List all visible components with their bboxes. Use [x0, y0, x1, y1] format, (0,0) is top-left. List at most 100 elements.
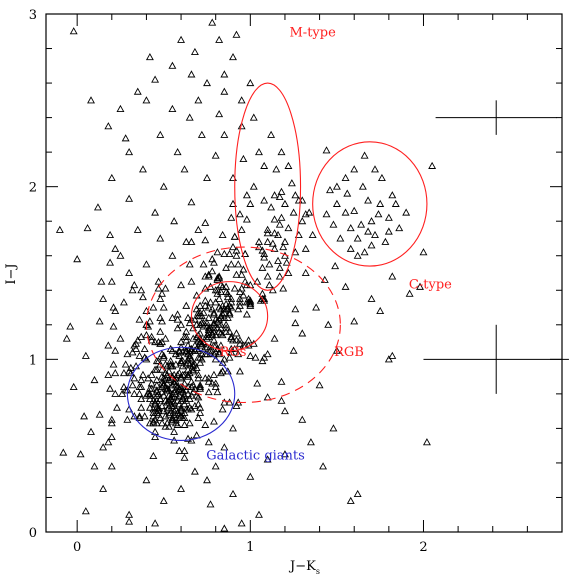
data-point	[223, 367, 232, 375]
data-point	[196, 358, 205, 366]
data-point	[267, 203, 276, 211]
data-point	[209, 258, 218, 266]
data-point	[227, 260, 236, 268]
data-point	[242, 191, 251, 199]
y-tick-label: 3	[29, 8, 37, 23]
data-point	[163, 386, 172, 394]
data-point	[218, 331, 227, 339]
data-point	[66, 322, 75, 330]
x-axis-label-subscript: s	[316, 567, 320, 576]
data-point	[109, 322, 118, 330]
data-point	[364, 227, 373, 235]
data-point	[177, 484, 186, 492]
data-point	[73, 255, 82, 263]
data-point	[260, 161, 269, 169]
data-point	[197, 355, 206, 363]
data-point	[222, 324, 231, 332]
data-point	[274, 256, 282, 264]
data-point	[208, 18, 217, 26]
data-point	[156, 327, 165, 335]
data-point	[220, 70, 229, 78]
data-point	[255, 242, 263, 251]
data-point	[159, 353, 168, 361]
data-point	[258, 263, 267, 271]
data-point	[204, 332, 213, 340]
data-point	[298, 217, 307, 225]
data-point	[159, 351, 168, 359]
data-point	[353, 251, 362, 259]
data-point	[173, 370, 182, 378]
data-point	[189, 362, 198, 370]
data-point	[199, 337, 208, 346]
data-point	[99, 294, 108, 302]
data-point	[229, 242, 237, 251]
data-point	[306, 438, 315, 446]
data-point	[197, 341, 206, 349]
data-point	[209, 370, 218, 378]
data-point	[104, 438, 113, 446]
data-point	[133, 87, 142, 95]
data-point	[209, 308, 218, 316]
data-point	[151, 519, 160, 527]
data-point	[215, 315, 224, 323]
data-point	[137, 375, 146, 384]
data-point	[209, 324, 218, 332]
data-point	[280, 199, 289, 207]
data-point	[416, 282, 424, 290]
data-point	[201, 420, 210, 428]
data-point	[270, 215, 279, 223]
data-point	[235, 339, 244, 347]
data-point	[184, 372, 192, 380]
data-point	[204, 438, 213, 446]
data-point	[265, 260, 274, 268]
data-point	[97, 277, 106, 285]
data-point	[204, 270, 213, 278]
data-point	[216, 369, 225, 377]
data-point	[166, 394, 175, 403]
data-point	[187, 377, 196, 385]
data-point	[256, 296, 265, 304]
data-point	[220, 443, 229, 451]
data-point	[104, 370, 113, 378]
data-point	[343, 189, 352, 197]
data-point	[209, 320, 218, 328]
annotation-rgs: RGs	[220, 345, 247, 360]
data-point	[170, 407, 179, 415]
data-point	[263, 225, 272, 233]
data-point	[346, 244, 355, 252]
data-point	[125, 510, 134, 518]
data-point	[159, 303, 168, 311]
data-point	[125, 194, 134, 202]
data-point	[182, 386, 191, 394]
data-point	[147, 336, 156, 344]
data-point	[263, 229, 272, 237]
data-point	[149, 417, 158, 425]
data-point	[177, 280, 186, 289]
data-point	[275, 192, 284, 201]
data-point	[255, 510, 263, 518]
data-point	[332, 199, 341, 207]
data-point	[222, 263, 231, 271]
data-point	[154, 410, 163, 418]
data-point	[194, 96, 203, 104]
data-point	[253, 379, 262, 387]
data-point	[258, 356, 267, 365]
data-point	[204, 388, 213, 396]
data-point	[190, 341, 199, 349]
data-point	[384, 355, 393, 363]
data-point	[194, 370, 203, 378]
data-point	[81, 507, 90, 515]
data-point	[151, 400, 160, 408]
data-point	[107, 173, 116, 182]
data-point	[341, 208, 350, 216]
data-point	[277, 213, 286, 221]
plot-frame	[45, 13, 563, 533]
data-point	[173, 420, 182, 428]
data-point	[132, 344, 141, 352]
data-point	[227, 332, 236, 340]
data-point	[230, 232, 239, 240]
y-tick-label: 0	[29, 526, 37, 541]
data-point	[123, 350, 132, 358]
data-point	[154, 389, 163, 397]
